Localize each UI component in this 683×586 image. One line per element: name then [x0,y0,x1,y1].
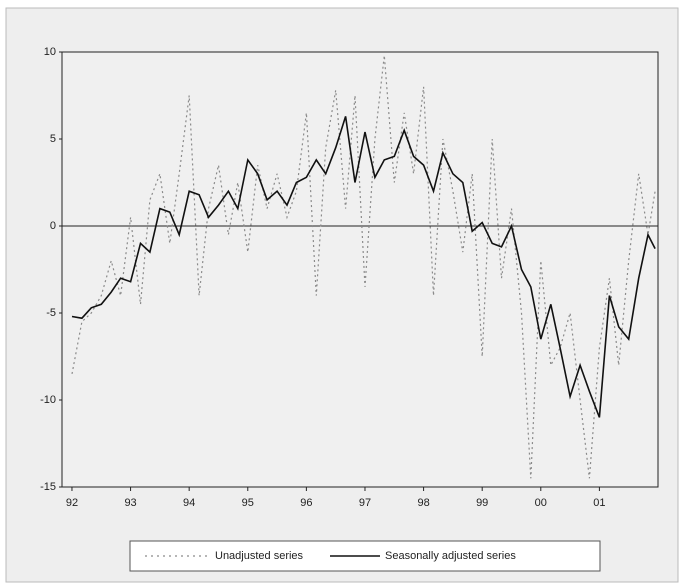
y-tick-label: 5 [50,133,56,145]
x-tick-label: 99 [476,497,488,509]
legend-label: Unadjusted series [215,550,304,562]
y-tick-label: -10 [40,394,56,406]
x-tick-label: 94 [183,497,195,509]
x-tick-label: 01 [593,497,605,509]
x-tick-label: 92 [66,497,78,509]
x-tick-label: 97 [359,497,371,509]
y-tick-label: 10 [44,46,56,58]
x-tick-label: 98 [417,497,429,509]
y-tick-label: -15 [40,481,56,493]
y-tick-label: -5 [46,307,56,319]
x-tick-label: 96 [300,497,312,509]
series-line [71,116,656,418]
y-tick-label: 0 [50,220,56,232]
x-tick-label: 93 [124,497,136,509]
x-tick-label: 00 [535,497,547,509]
plot-area [61,51,659,488]
x-tick-label: 95 [242,497,254,509]
series-line [71,55,656,479]
legend-label: Seasonally adjusted series [385,550,516,562]
